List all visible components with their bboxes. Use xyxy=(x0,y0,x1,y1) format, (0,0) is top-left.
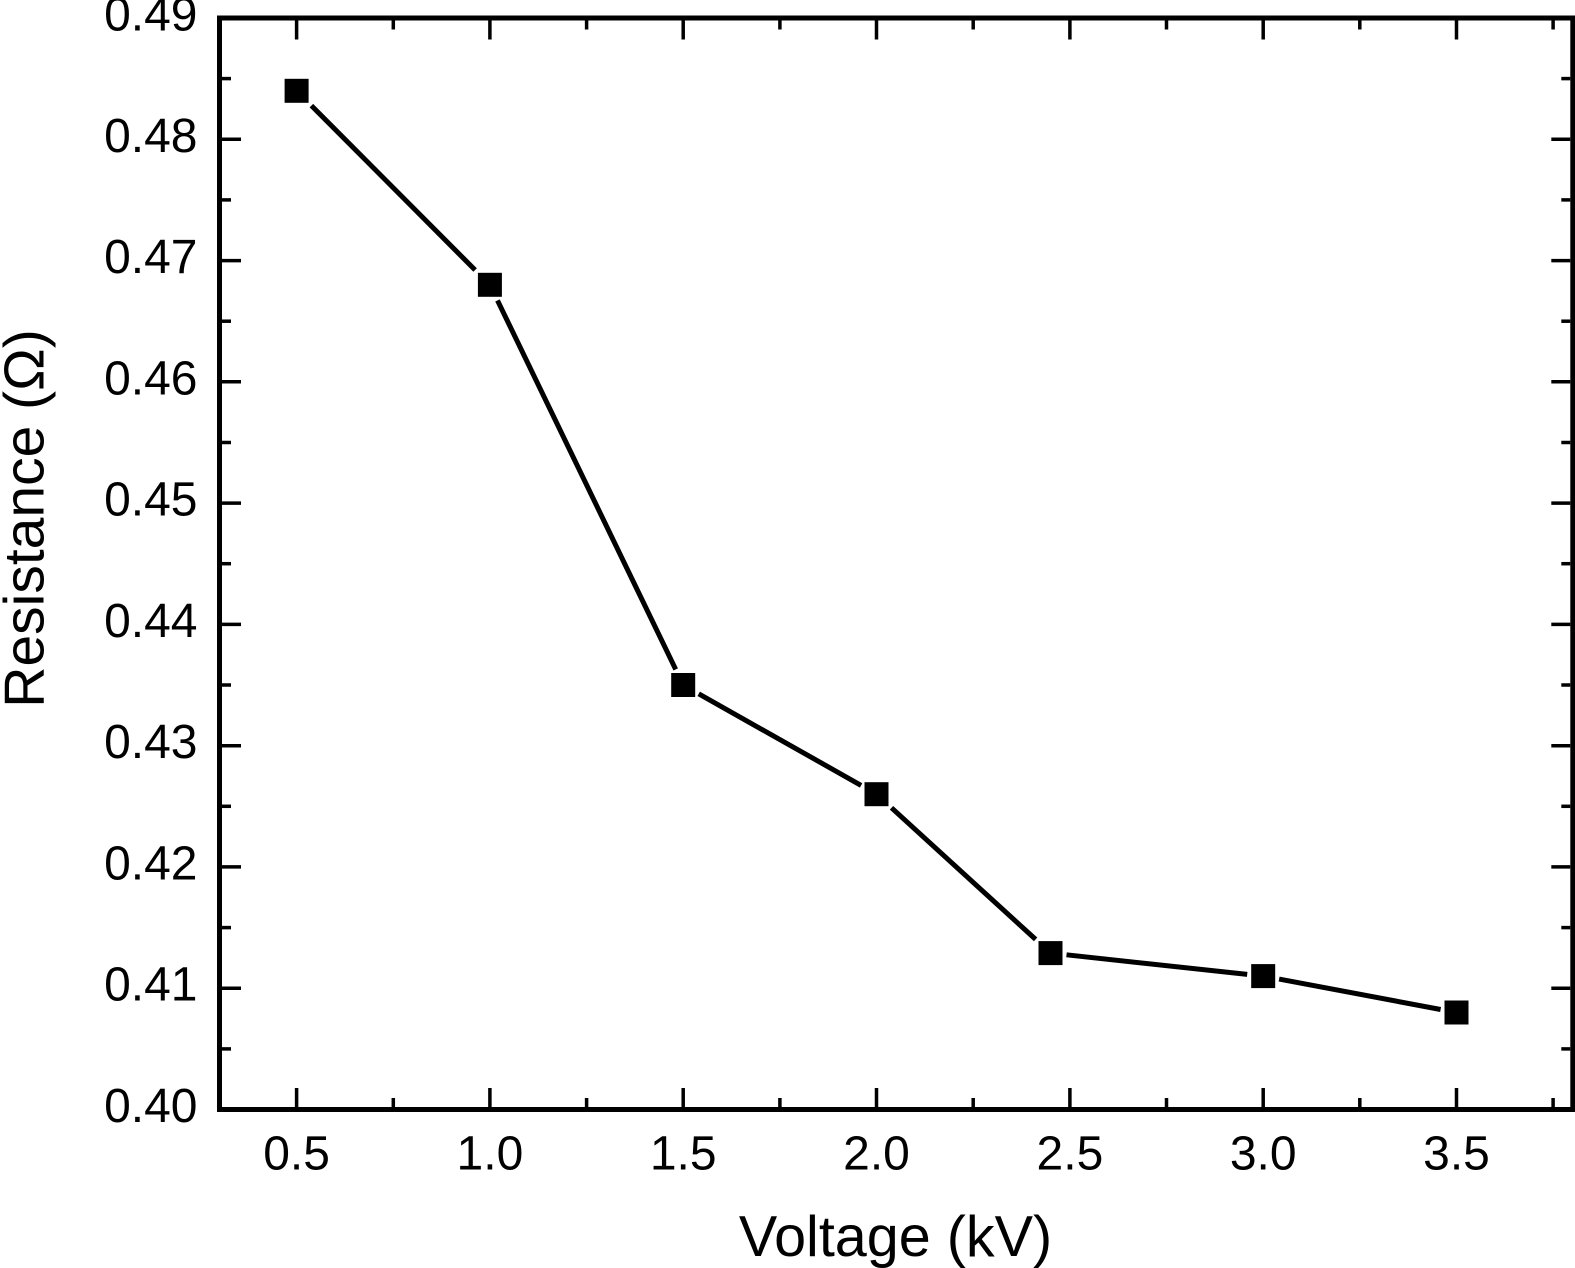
svg-text:0.46: 0.46 xyxy=(104,352,197,405)
svg-text:Voltage (kV): Voltage (kV) xyxy=(739,1205,1052,1268)
svg-text:2.5: 2.5 xyxy=(1037,1128,1104,1181)
svg-text:3.0: 3.0 xyxy=(1230,1128,1297,1181)
svg-text:0.48: 0.48 xyxy=(104,110,197,163)
svg-text:0.40: 0.40 xyxy=(104,1080,197,1133)
svg-text:2.0: 2.0 xyxy=(843,1128,910,1181)
svg-text:Resistance (Ω): Resistance (Ω) xyxy=(0,329,57,707)
svg-text:0.5: 0.5 xyxy=(263,1128,330,1181)
svg-text:0.47: 0.47 xyxy=(104,231,197,284)
svg-text:1.5: 1.5 xyxy=(650,1128,717,1181)
svg-text:0.49: 0.49 xyxy=(104,0,197,42)
svg-text:0.42: 0.42 xyxy=(104,837,197,890)
svg-text:0.41: 0.41 xyxy=(104,959,197,1012)
svg-text:0.44: 0.44 xyxy=(104,595,197,648)
svg-text:1.0: 1.0 xyxy=(457,1128,524,1181)
svg-text:0.43: 0.43 xyxy=(104,716,197,769)
svg-text:0.45: 0.45 xyxy=(104,474,197,527)
svg-text:3.5: 3.5 xyxy=(1423,1128,1490,1181)
